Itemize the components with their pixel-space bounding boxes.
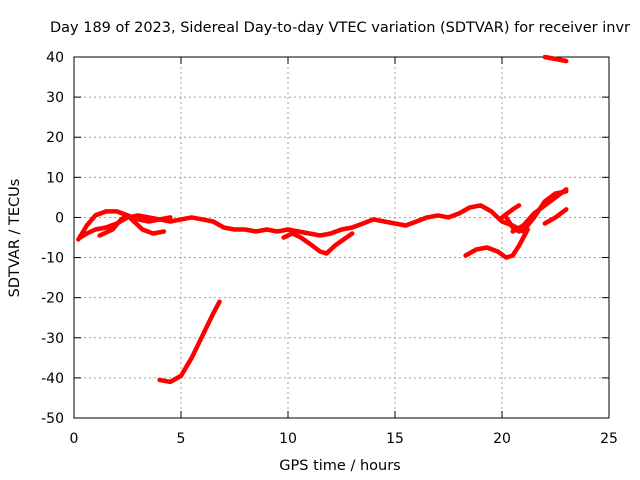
track-late-dip xyxy=(463,227,530,260)
x-tick-label: 10 xyxy=(279,431,297,447)
track-recovery xyxy=(504,189,569,234)
x-tick-label: 15 xyxy=(386,431,404,447)
series-layer xyxy=(76,54,569,385)
x-tick-label: 25 xyxy=(600,431,618,447)
axis-ticks: -50 -40 -30 -20 -10 0 10 20 30 40 0 5 10 15 20 25 xyxy=(41,50,618,447)
plot-frame xyxy=(73,56,610,419)
x-axis-label: GPS time / hours xyxy=(279,458,400,474)
x-tick-label: 0 xyxy=(70,431,79,447)
grid xyxy=(74,57,609,418)
track-loop-early xyxy=(76,209,173,242)
track-recovery-2 xyxy=(510,187,569,234)
track-main xyxy=(78,203,526,240)
y-axis-label: SDTVAR / TECUs xyxy=(7,179,23,298)
track-top xyxy=(542,54,569,64)
y-tick-label: 30 xyxy=(46,90,64,106)
track-late-rise xyxy=(542,207,569,226)
y-tick-label: -30 xyxy=(41,331,64,347)
y-tick-label: -20 xyxy=(41,291,64,307)
track-rise-short xyxy=(499,203,522,220)
chart-title: Day 189 of 2023, Sidereal Day-to-day VTE… xyxy=(50,20,630,36)
x-tick-label: 20 xyxy=(493,431,511,447)
y-tick-label: -40 xyxy=(41,371,64,387)
y-tick-label: -10 xyxy=(41,251,64,267)
track-loop-mid xyxy=(97,213,167,238)
y-tick-label: 10 xyxy=(46,170,64,186)
y-tick-label: 0 xyxy=(55,210,64,226)
y-tick-label: -50 xyxy=(41,411,64,427)
y-tick-label: 20 xyxy=(46,130,64,146)
track-dip xyxy=(281,231,355,256)
x-tick-label: 5 xyxy=(177,431,186,447)
track-steep-rise xyxy=(157,299,222,385)
y-tick-label: 40 xyxy=(46,50,64,66)
